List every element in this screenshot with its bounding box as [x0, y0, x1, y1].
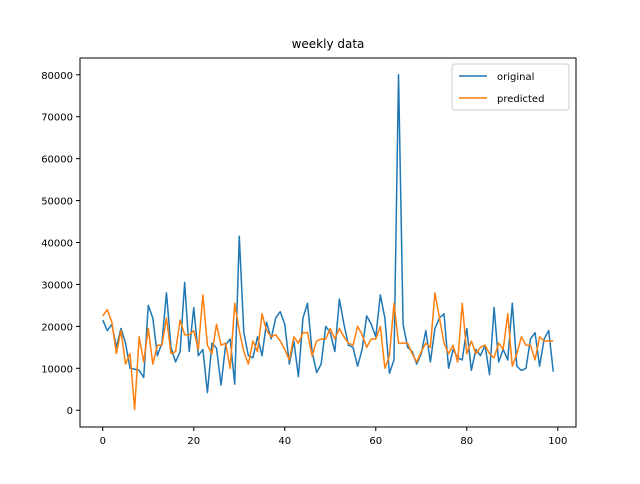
y-tick-label: 70000	[41, 113, 73, 124]
x-tick-label: 40	[278, 436, 291, 447]
x-tick-label: 0	[100, 436, 106, 447]
legend-label-predicted: predicted	[497, 94, 544, 105]
y-tick-label: 50000	[41, 197, 73, 208]
y-tick-label: 40000	[41, 239, 73, 250]
x-tick-label: 100	[548, 436, 567, 447]
legend: original predicted	[451, 63, 570, 111]
y-tick-label: 80000	[41, 71, 73, 82]
legend-label-original: original	[497, 72, 534, 83]
y-tick-label: 0	[67, 406, 73, 417]
series-line-predicted	[102, 292, 554, 411]
x-tick-label: 60	[369, 436, 382, 447]
y-tick-label: 10000	[41, 364, 73, 375]
y-axis: 0 10000 20000 30000 40000 50000 60000 70000 8000…	[41, 71, 80, 417]
y-tick-label: 20000	[41, 322, 73, 333]
chart-title: weekly data	[292, 37, 365, 51]
x-axis: 0 20 40 60 80 100	[100, 427, 567, 447]
x-tick-label: 80	[460, 436, 473, 447]
y-tick-label: 60000	[41, 155, 73, 166]
y-tick-label: 30000	[41, 280, 73, 291]
series-line-original	[102, 74, 554, 394]
x-tick-label: 20	[187, 436, 200, 447]
plot-frame	[79, 57, 577, 428]
plot-series	[102, 74, 554, 411]
